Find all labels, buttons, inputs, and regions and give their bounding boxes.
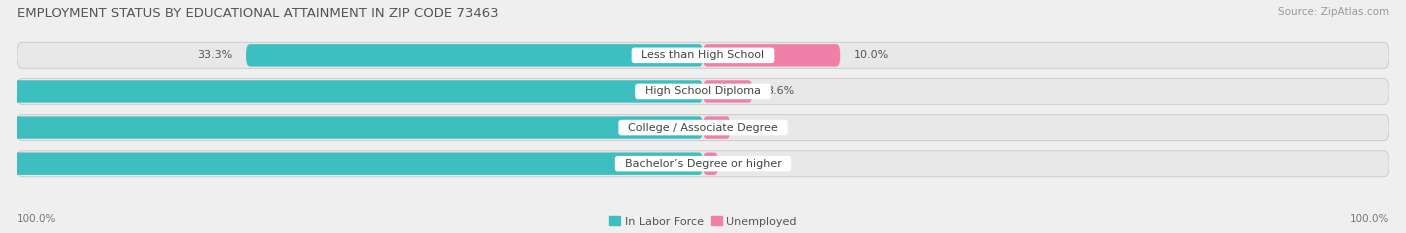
Text: 2.0%: 2.0% [744, 123, 772, 133]
FancyBboxPatch shape [0, 152, 703, 175]
FancyBboxPatch shape [17, 115, 1389, 140]
Legend: In Labor Force, Unemployed: In Labor Force, Unemployed [605, 212, 801, 231]
Text: College / Associate Degree: College / Associate Degree [621, 123, 785, 133]
FancyBboxPatch shape [17, 79, 1389, 104]
FancyBboxPatch shape [17, 42, 1389, 68]
FancyBboxPatch shape [703, 44, 841, 67]
FancyBboxPatch shape [246, 44, 703, 67]
FancyBboxPatch shape [703, 152, 718, 175]
Text: 10.0%: 10.0% [853, 50, 889, 60]
Text: 100.0%: 100.0% [1350, 214, 1389, 224]
Text: High School Diploma: High School Diploma [638, 86, 768, 96]
Text: Source: ZipAtlas.com: Source: ZipAtlas.com [1278, 7, 1389, 17]
Text: 1.1%: 1.1% [731, 159, 761, 169]
FancyBboxPatch shape [17, 151, 1389, 177]
FancyBboxPatch shape [0, 80, 703, 103]
Text: 33.3%: 33.3% [197, 50, 232, 60]
Text: EMPLOYMENT STATUS BY EDUCATIONAL ATTAINMENT IN ZIP CODE 73463: EMPLOYMENT STATUS BY EDUCATIONAL ATTAINM… [17, 7, 499, 20]
Text: 3.6%: 3.6% [766, 86, 794, 96]
FancyBboxPatch shape [703, 80, 752, 103]
FancyBboxPatch shape [0, 116, 703, 139]
Text: 100.0%: 100.0% [17, 214, 56, 224]
Text: Less than High School: Less than High School [634, 50, 772, 60]
FancyBboxPatch shape [703, 116, 731, 139]
Text: Bachelor’s Degree or higher: Bachelor’s Degree or higher [617, 159, 789, 169]
